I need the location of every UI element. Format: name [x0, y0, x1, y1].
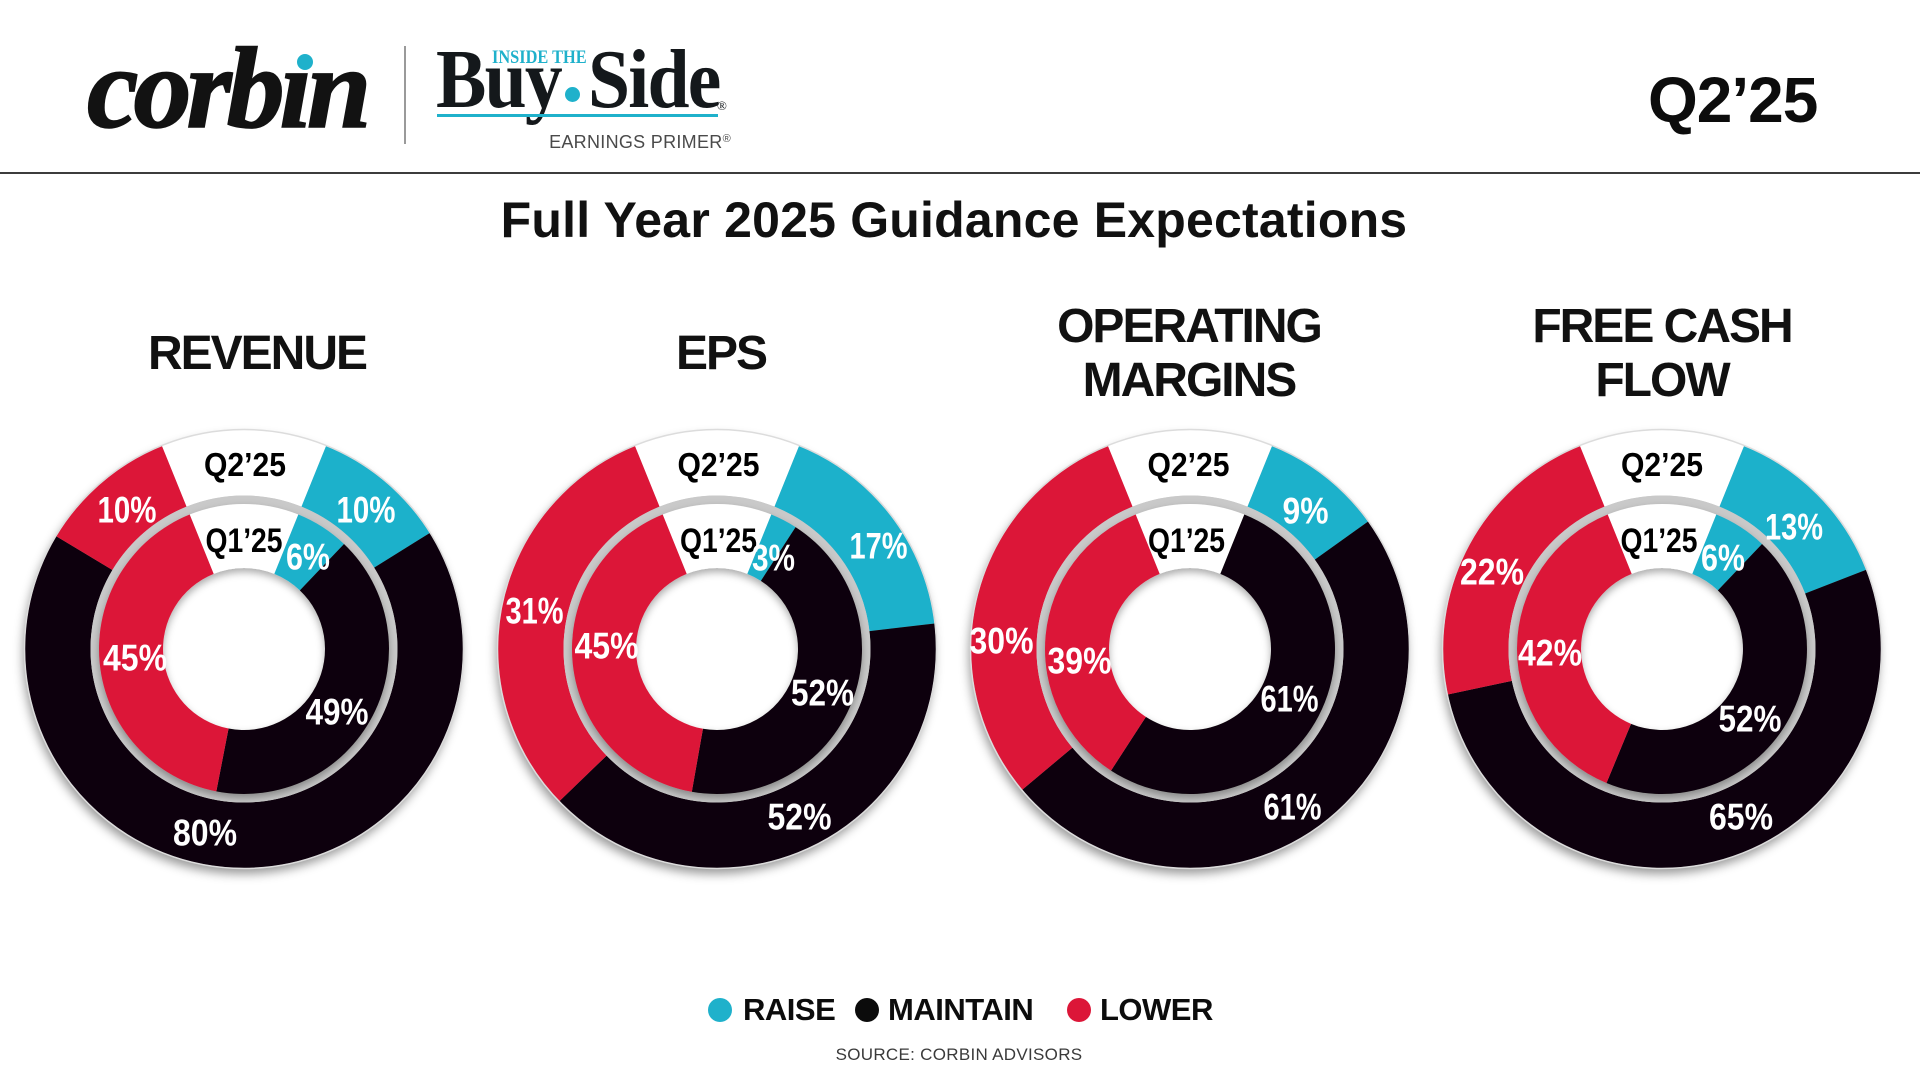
- svg-text:Q2’25: Q2’25: [677, 446, 759, 483]
- svg-text:52%: 52%: [791, 672, 854, 713]
- svg-text:13%: 13%: [1765, 506, 1823, 547]
- svg-text:10%: 10%: [98, 489, 157, 530]
- svg-text:30%: 30%: [969, 620, 1033, 661]
- svg-text:Q1’25: Q1’25: [680, 522, 757, 560]
- svg-text:45%: 45%: [574, 625, 638, 666]
- svg-text:52%: 52%: [1719, 698, 1782, 739]
- svg-text:52%: 52%: [767, 796, 831, 837]
- svg-text:Q2’25: Q2’25: [1621, 446, 1703, 483]
- svg-text:49%: 49%: [306, 691, 369, 732]
- svg-text:17%: 17%: [849, 525, 907, 566]
- svg-text:22%: 22%: [1460, 551, 1524, 592]
- svg-text:31%: 31%: [505, 590, 563, 631]
- svg-text:45%: 45%: [103, 637, 167, 678]
- svg-text:80%: 80%: [173, 812, 237, 853]
- svg-text:61%: 61%: [1263, 786, 1321, 827]
- svg-text:65%: 65%: [1709, 796, 1773, 837]
- svg-text:Q2’25: Q2’25: [1147, 446, 1229, 483]
- svg-text:6%: 6%: [286, 536, 330, 577]
- svg-text:61%: 61%: [1260, 678, 1318, 719]
- svg-text:10%: 10%: [337, 489, 396, 530]
- svg-text:6%: 6%: [1701, 537, 1745, 578]
- svg-text:Q1’25: Q1’25: [1148, 522, 1225, 560]
- svg-text:Q1’25: Q1’25: [1621, 522, 1698, 560]
- svg-text:Q2’25: Q2’25: [204, 446, 286, 483]
- svg-text:42%: 42%: [1518, 632, 1582, 673]
- svg-text:3%: 3%: [752, 537, 795, 578]
- svg-text:9%: 9%: [1282, 490, 1328, 531]
- svg-text:39%: 39%: [1047, 640, 1111, 681]
- svg-text:Q1’25: Q1’25: [206, 522, 283, 560]
